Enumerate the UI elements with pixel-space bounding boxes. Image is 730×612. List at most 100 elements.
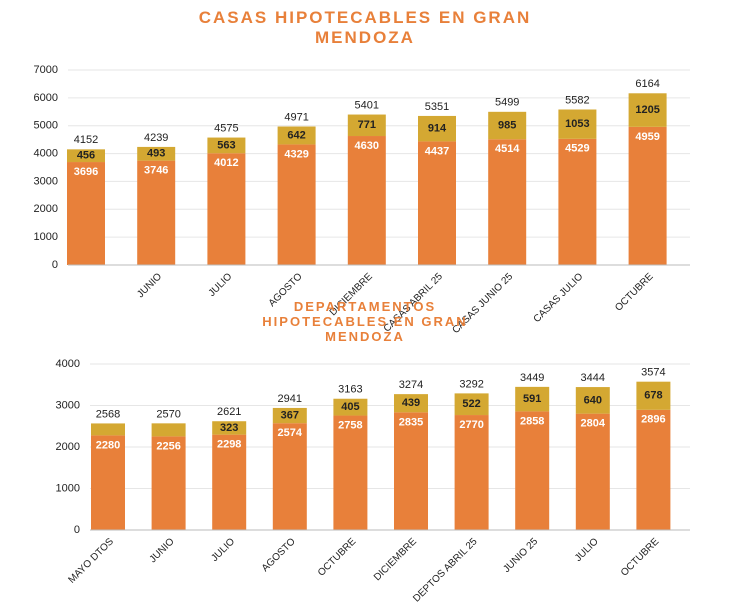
total-label: 2570 — [156, 408, 180, 420]
total-label: 4575 — [214, 122, 238, 134]
bar-segment — [333, 398, 368, 416]
bar-segment — [418, 115, 456, 142]
value-label: 493 — [147, 148, 165, 160]
bar-segment — [575, 413, 610, 530]
value-label: 4959 — [635, 131, 659, 143]
value-label: 1053 — [565, 118, 589, 130]
total-label: 4239 — [144, 132, 168, 144]
total-label: 5351 — [425, 101, 449, 113]
value-label: 3696 — [74, 166, 98, 178]
value-label: 771 — [358, 119, 376, 131]
total-label: 5499 — [495, 97, 519, 109]
value-label: 4437 — [425, 145, 449, 157]
value-label: 2280 — [96, 439, 120, 451]
total-label: 3444 — [581, 372, 605, 384]
bar-segment — [347, 136, 386, 265]
bar-segment — [333, 415, 368, 530]
x-tick-label: JULIO — [573, 536, 601, 564]
bar-segment — [347, 114, 386, 137]
value-label: 456 — [77, 150, 95, 162]
total-label: 3292 — [459, 378, 483, 390]
bar-segment — [515, 411, 550, 530]
value-label: 2758 — [338, 419, 362, 431]
bar-segment — [272, 407, 307, 424]
x-tick-label: JUNIO — [135, 271, 164, 300]
value-label: 563 — [217, 139, 235, 151]
value-label: 3746 — [144, 165, 168, 177]
x-tick-label: DEPTOS ABRIL 25 — [411, 536, 480, 605]
value-label: 1205 — [635, 104, 659, 116]
bar-segment — [151, 436, 186, 530]
x-tick-label: JUNIO — [148, 536, 177, 565]
bar-segment — [137, 160, 176, 265]
value-label: 2804 — [581, 418, 606, 430]
total-label: 6164 — [635, 78, 659, 90]
bar-segment — [394, 412, 428, 530]
bar-segment — [212, 421, 247, 435]
total-label: 3449 — [520, 372, 544, 384]
value-label: 678 — [644, 390, 662, 402]
x-tick-label: OCTUBRE — [316, 536, 359, 579]
y-tick-label: 2000 — [34, 203, 58, 215]
x-tick-label: JUNIO 25 — [501, 536, 540, 575]
y-tick-label: 4000 — [56, 358, 80, 370]
y-tick-label: 0 — [52, 259, 58, 271]
value-label: 985 — [498, 119, 516, 131]
bar-segment — [91, 423, 125, 436]
value-label: 2770 — [459, 419, 483, 431]
bar-segment — [418, 141, 456, 265]
value-label: 367 — [281, 409, 299, 421]
y-tick-label: 0 — [74, 524, 80, 536]
bar-segment — [454, 415, 489, 530]
value-label: 2298 — [217, 439, 241, 451]
value-label: 4012 — [214, 157, 238, 169]
bar-segment — [636, 409, 671, 530]
value-label: 4630 — [355, 140, 379, 152]
bar-segment — [628, 93, 667, 127]
total-label: 5582 — [565, 94, 589, 106]
value-label: 2256 — [156, 440, 180, 452]
bar-segment — [394, 394, 428, 413]
value-label: 2896 — [641, 414, 665, 426]
value-label: 640 — [584, 394, 602, 406]
value-label: 4329 — [284, 148, 308, 160]
value-label: 2835 — [399, 416, 423, 428]
total-label: 2568 — [96, 408, 120, 420]
bar-segment — [67, 149, 105, 163]
bar-segment — [575, 387, 610, 414]
chart-title: CASAS HIPOTECABLES EN GRAN MENDOZA — [198, 8, 532, 47]
y-tick-label: 7000 — [34, 64, 58, 76]
value-label: 591 — [523, 393, 541, 405]
value-label: 2858 — [520, 415, 544, 427]
total-label: 5401 — [355, 99, 379, 111]
bar-segment — [207, 137, 246, 154]
y-tick-label: 3000 — [34, 175, 58, 187]
bar-segment — [212, 434, 247, 530]
bar-segment — [488, 111, 527, 140]
x-tick-label: OCTUBRE — [613, 271, 656, 314]
x-tick-label: JULIO — [209, 536, 237, 564]
y-tick-label: 1000 — [34, 231, 58, 243]
bar-segment — [636, 381, 671, 410]
bar-segment — [277, 126, 316, 145]
value-label: 323 — [220, 422, 238, 434]
x-tick-label: DICIEMBRE — [372, 536, 419, 583]
y-tick-label: 2000 — [56, 441, 80, 453]
x-tick-label: MAYO DTOS — [66, 536, 116, 586]
value-label: 4514 — [495, 143, 520, 155]
bar-segment — [558, 138, 597, 265]
value-label: 642 — [287, 129, 305, 141]
total-label: 3163 — [338, 384, 362, 396]
total-label: 3274 — [399, 379, 423, 391]
bar-segment — [515, 386, 550, 412]
value-label: 522 — [462, 398, 480, 410]
bar-segment — [91, 435, 125, 530]
bar-segment — [454, 393, 489, 416]
x-tick-label: AGOSTO — [260, 536, 298, 574]
y-tick-label: 4000 — [34, 147, 58, 159]
x-tick-label: OCTUBRE — [619, 536, 662, 579]
chart-title: DEPARTAMENTOS HIPOTECABLES EN GRAN MENDO… — [262, 299, 468, 344]
x-tick-label: JULIO — [207, 271, 235, 299]
